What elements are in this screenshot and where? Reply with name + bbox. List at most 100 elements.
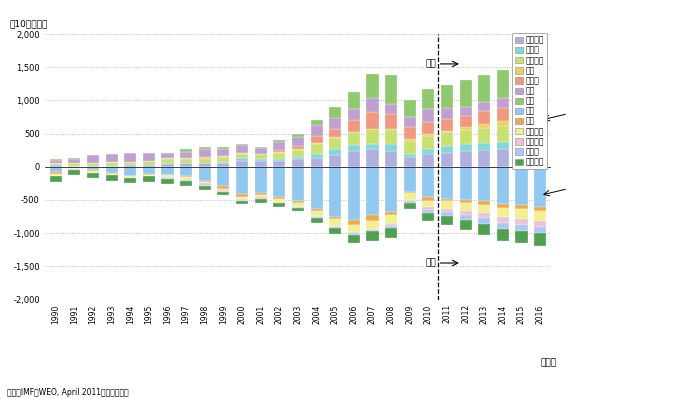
Bar — [198, 182, 211, 184]
Bar — [478, 223, 490, 235]
Bar — [105, 176, 118, 181]
Bar — [273, 161, 285, 167]
Bar — [87, 155, 99, 163]
Bar — [255, 147, 266, 148]
Bar — [478, 150, 490, 167]
Bar — [441, 132, 453, 146]
Bar — [310, 167, 323, 209]
Bar — [404, 203, 416, 209]
Bar — [124, 176, 136, 178]
Bar — [292, 157, 304, 160]
Bar — [404, 167, 416, 192]
Bar — [366, 129, 378, 144]
Bar — [516, 167, 527, 205]
Bar — [441, 209, 453, 212]
Bar — [255, 154, 266, 159]
Bar — [180, 181, 192, 186]
Bar — [50, 167, 62, 172]
Bar — [87, 166, 99, 167]
Bar — [255, 159, 266, 162]
Bar — [404, 154, 416, 158]
Bar — [497, 71, 509, 98]
Bar — [459, 130, 472, 144]
Bar — [329, 128, 341, 137]
Bar — [497, 142, 509, 149]
Bar — [162, 159, 174, 163]
Bar — [217, 147, 230, 148]
Bar — [162, 178, 174, 184]
Bar — [385, 228, 397, 237]
Bar — [329, 107, 341, 118]
Bar — [478, 213, 490, 218]
Bar — [516, 128, 527, 144]
Bar — [217, 167, 230, 186]
Bar — [255, 162, 266, 167]
Bar — [329, 217, 341, 219]
Bar — [292, 167, 304, 201]
Bar — [516, 144, 527, 148]
Bar — [124, 153, 136, 162]
Bar — [198, 181, 211, 182]
Bar — [273, 198, 285, 199]
Bar — [478, 205, 490, 213]
Bar — [329, 149, 341, 154]
Bar — [348, 151, 360, 167]
Bar — [329, 228, 341, 234]
Bar — [50, 165, 62, 167]
Bar — [422, 207, 434, 210]
Bar — [105, 163, 118, 166]
Bar — [459, 144, 472, 151]
Bar — [162, 167, 174, 175]
Bar — [534, 167, 546, 207]
Bar — [422, 109, 434, 122]
Bar — [366, 149, 378, 167]
Bar — [143, 153, 155, 161]
Bar — [516, 122, 527, 128]
Bar — [292, 201, 304, 203]
Bar — [143, 174, 155, 175]
Bar — [385, 150, 397, 167]
Bar — [478, 124, 490, 128]
Bar — [236, 154, 248, 158]
Bar — [310, 144, 323, 154]
Bar — [385, 75, 397, 104]
Bar — [516, 99, 527, 108]
Bar — [441, 146, 453, 152]
Bar — [404, 192, 416, 194]
Bar — [162, 176, 174, 177]
Bar — [516, 209, 527, 219]
Bar — [124, 167, 136, 176]
Bar — [385, 129, 397, 144]
Bar — [534, 233, 546, 246]
Bar — [310, 154, 323, 158]
Bar — [385, 104, 397, 114]
Bar — [534, 98, 546, 107]
Bar — [198, 150, 211, 157]
Bar — [459, 211, 472, 215]
Bar — [273, 203, 285, 207]
Bar — [441, 152, 453, 167]
Bar — [50, 174, 62, 176]
Bar — [162, 158, 174, 159]
Bar — [497, 121, 509, 126]
Bar — [534, 207, 546, 211]
Bar — [534, 227, 546, 233]
Bar — [310, 143, 323, 144]
Bar — [180, 158, 192, 159]
Bar — [143, 175, 155, 176]
Bar — [534, 211, 546, 221]
Bar — [497, 223, 509, 229]
Bar — [180, 150, 192, 152]
Bar — [329, 226, 341, 227]
Bar — [50, 172, 62, 174]
Bar — [198, 164, 211, 167]
Bar — [162, 175, 174, 176]
Bar — [422, 154, 434, 167]
Bar — [255, 197, 266, 199]
Bar — [310, 209, 323, 211]
Bar — [217, 162, 230, 163]
Bar — [273, 159, 285, 161]
Bar — [534, 221, 546, 227]
Bar — [162, 153, 174, 158]
Bar — [441, 131, 453, 132]
